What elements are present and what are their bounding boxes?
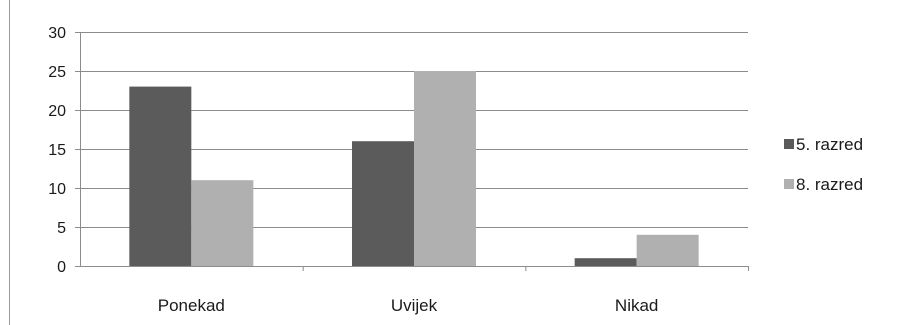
category-label: Nikad	[615, 296, 658, 315]
y-tick-labels: 0 5 10 15 20 25 30	[48, 25, 66, 276]
y-tick-label: 0	[57, 259, 66, 276]
bar-8-razred-ponekad	[191, 180, 254, 266]
category-labels: Ponekad Uvijek Nikad	[158, 296, 659, 315]
bar-5-razred-ponekad	[129, 86, 192, 266]
legend-label: 5. razred	[796, 135, 863, 154]
y-tick-label: 5	[57, 220, 66, 237]
y-tick-label: 15	[48, 142, 66, 159]
axes	[75, 32, 749, 271]
category-label: Uvijek	[391, 296, 438, 315]
bar-5-razred-uvijek	[352, 141, 414, 266]
y-tick-label: 25	[48, 64, 66, 81]
bar-5-razred-nikad	[574, 258, 637, 266]
bar-8-razred-uvijek	[414, 71, 476, 266]
page-frame-line	[9, 0, 10, 325]
legend-label: 8. razred	[796, 175, 863, 194]
category-label: Ponekad	[158, 296, 225, 315]
bar-8-razred-nikad	[636, 234, 699, 266]
y-tick-label: 20	[48, 103, 66, 120]
y-tick-label: 10	[48, 181, 66, 198]
y-tick-label: 30	[48, 25, 66, 42]
legend-swatch	[784, 139, 794, 149]
bars	[129, 71, 699, 266]
legend: 5. razred 8. razred	[784, 135, 863, 194]
legend-swatch	[784, 179, 794, 189]
